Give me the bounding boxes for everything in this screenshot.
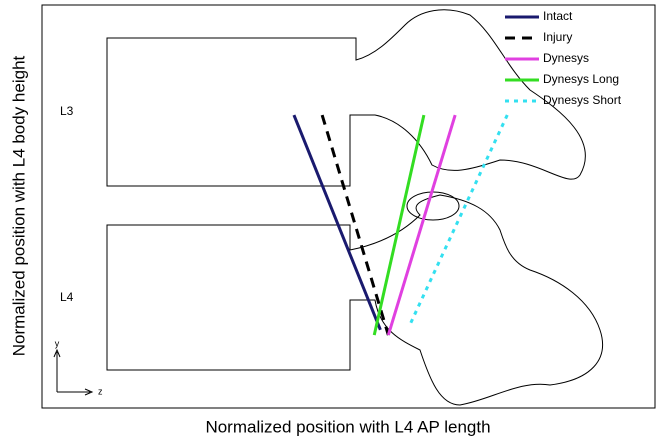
data-line <box>320 114 390 336</box>
axis-glyph <box>53 348 94 396</box>
vertebra-outline <box>106 9 604 406</box>
legend-label: Dynesys Long <box>543 72 619 86</box>
data-line <box>372 114 426 336</box>
legend-label: Dynesys <box>543 51 589 65</box>
data-line <box>386 114 457 336</box>
annotation: y <box>55 338 60 348</box>
plot-frame <box>41 4 656 409</box>
data-line <box>408 114 509 326</box>
legend-label: Intact <box>543 9 573 23</box>
annotation: L3 <box>60 104 74 118</box>
annotation: L4 <box>60 290 74 304</box>
legend-label: Dynesys Short <box>543 93 622 107</box>
data-line <box>292 114 382 331</box>
y-axis-label: Normalized position with L4 body height <box>9 55 28 356</box>
annotation: z <box>98 386 103 396</box>
x-axis-label: Normalized position with L4 AP length <box>205 417 490 436</box>
legend-label: Injury <box>543 30 572 44</box>
